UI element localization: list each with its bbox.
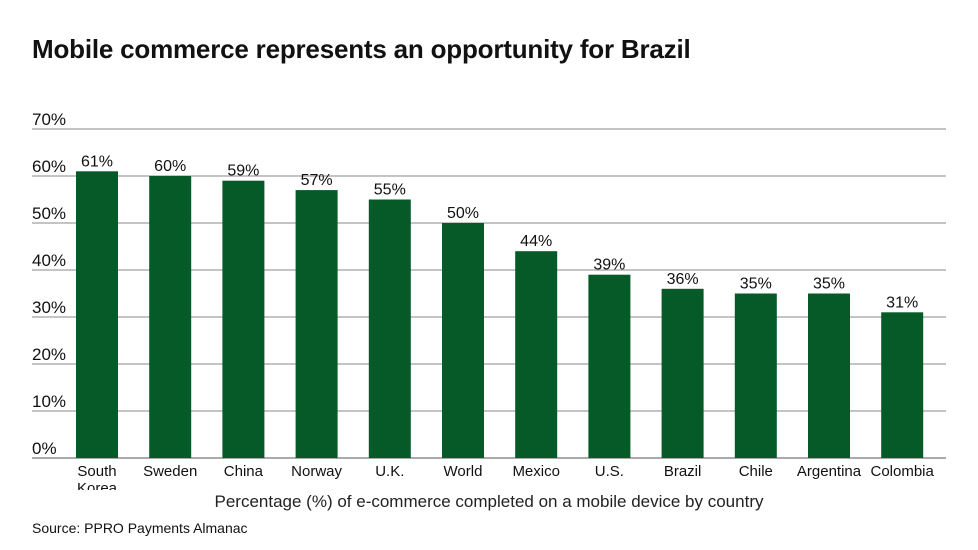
value-label: 61%: [81, 153, 113, 170]
y-tick-label: 50%: [32, 204, 66, 223]
chart-title: Mobile commerce represents an opportunit…: [32, 34, 691, 64]
bar: [661, 288, 704, 458]
bar: [295, 190, 338, 458]
value-label: 57%: [301, 172, 333, 189]
value-label: 55%: [374, 182, 406, 199]
value-label: 60%: [154, 158, 186, 175]
bar: [442, 223, 484, 458]
x-tick-label: World: [444, 463, 483, 480]
bars: [76, 171, 924, 459]
x-tick-label: Sweden: [143, 463, 197, 480]
x-axis-label: Percentage (%) of e-commerce completed o…: [214, 492, 764, 511]
value-labels: 61% 60% 59% 57% 55% 50% 44% 39% 36% 35% 35% 31%: [81, 153, 918, 311]
x-tick-label: U.K.: [375, 463, 404, 480]
bar: [76, 171, 118, 459]
y-tick-label: 0%: [32, 439, 57, 458]
x-tick-label: Korea: [77, 480, 118, 490]
bar: [222, 180, 265, 458]
y-tick-label: 10%: [32, 392, 66, 411]
value-label: 44%: [520, 233, 552, 250]
bar: [588, 274, 631, 458]
value-label: 36%: [667, 271, 699, 288]
bar: [808, 293, 850, 458]
x-tick-label: Colombia: [871, 463, 935, 480]
x-tick-label: Chile: [739, 463, 773, 480]
value-label: 35%: [740, 276, 772, 293]
value-label: 39%: [593, 257, 625, 274]
bar-chart: 61% 60% 59% 57% 55% 50% 44% 39% 36% 35% 35% 31% 0% 1…: [32, 110, 946, 490]
source-note: Source: PPRO Payments Almanac: [32, 520, 248, 536]
x-tick-label: U.S.: [595, 463, 624, 480]
value-label: 31%: [886, 294, 918, 311]
y-tick-label: 60%: [32, 157, 66, 176]
x-tick-label: Argentina: [797, 463, 862, 480]
value-label: 59%: [227, 163, 259, 180]
y-tick-label: 20%: [32, 345, 66, 364]
value-label: 50%: [447, 205, 479, 222]
x-tick-label: Norway: [291, 463, 342, 480]
x-tick-label: Mexico: [512, 463, 560, 480]
y-tick-label: 70%: [32, 110, 66, 129]
x-tick-label: South: [77, 463, 116, 480]
y-tick-label: 30%: [32, 298, 66, 317]
y-tick-labels: 0% 10% 20% 30% 40% 50% 60% 70%: [32, 110, 66, 458]
x-tick-label: Brazil: [664, 463, 702, 480]
value-label: 35%: [813, 276, 845, 293]
bar: [368, 199, 411, 458]
x-tick-label: China: [224, 463, 264, 480]
bar: [149, 176, 192, 458]
y-tick-label: 40%: [32, 251, 66, 270]
bar: [734, 293, 777, 458]
bar: [881, 312, 924, 458]
bar: [515, 251, 558, 458]
